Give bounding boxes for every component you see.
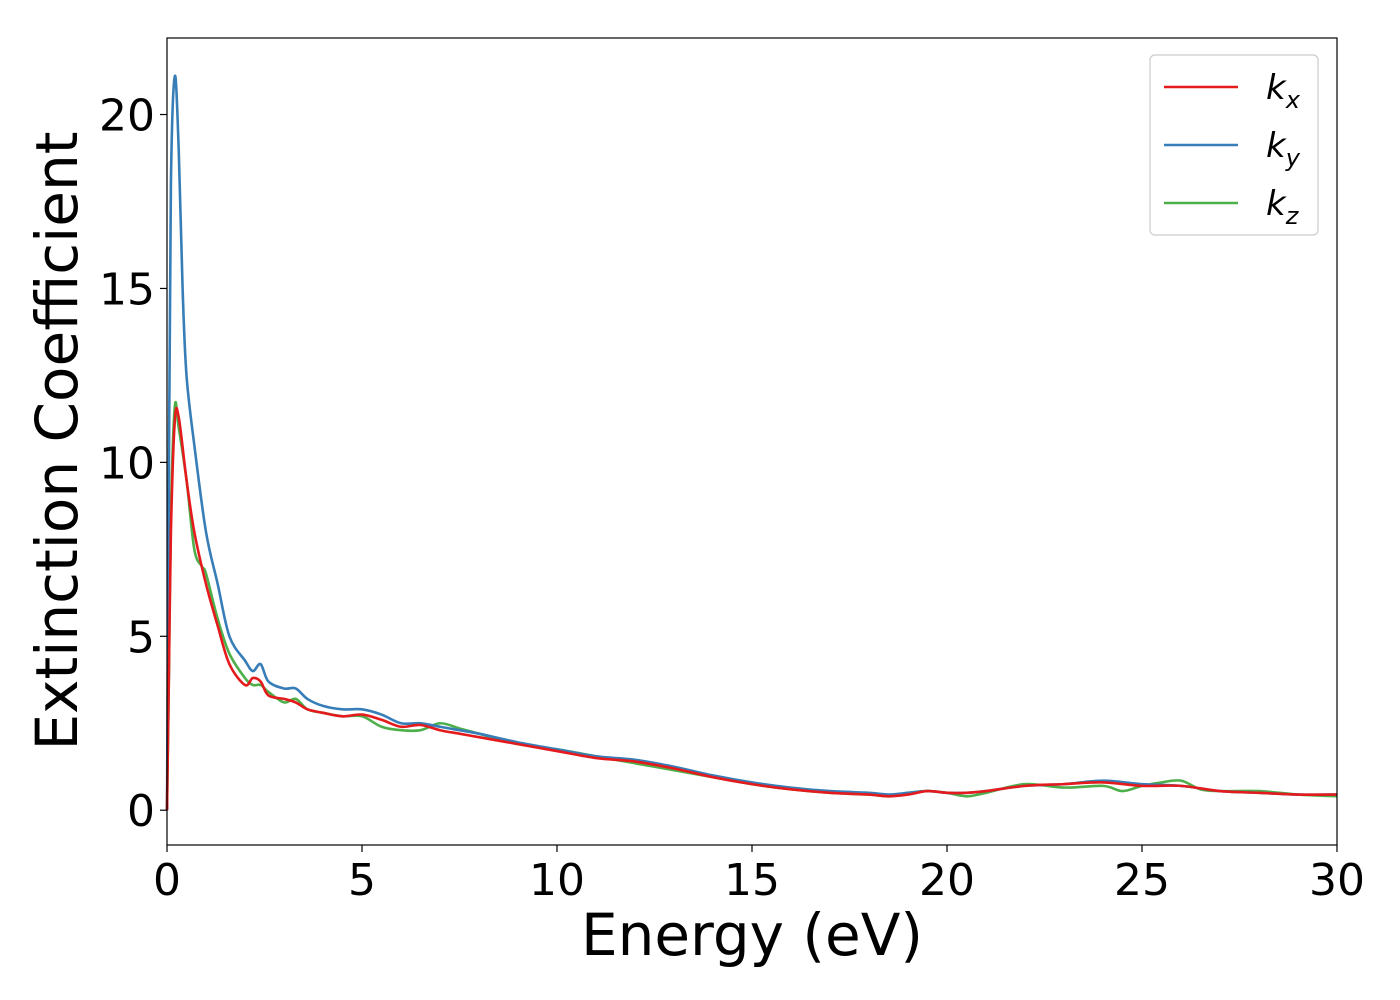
legend-label: kx (1266, 68, 1301, 114)
x-tick-label: 20 (919, 855, 975, 906)
x-tick-label: 30 (1309, 855, 1365, 906)
series-line-k-x (165, 406, 1338, 811)
legend-label: kz (1266, 184, 1300, 230)
x-tick-label: 25 (1114, 855, 1170, 906)
y-tick-label: 20 (99, 91, 155, 142)
series-layer (165, 74, 1338, 811)
y-tick-label: 10 (99, 438, 155, 489)
x-axis-title: Energy (eV) (581, 901, 923, 969)
y-tick-label: 0 (127, 786, 155, 837)
legend-label-main: k (1266, 184, 1287, 224)
x-tick-label: 15 (724, 855, 780, 906)
x-tick-label: 5 (348, 855, 376, 906)
legend-label-main: k (1266, 68, 1287, 108)
y-tick-label: 15 (99, 264, 155, 315)
legend-label-main: k (1266, 126, 1287, 166)
legend-label-sub: y (1285, 144, 1301, 172)
y-axis-ticks: 0 5 10 15 20 (99, 91, 167, 837)
y-tick-label: 5 (127, 612, 155, 663)
x-tick-label: 10 (529, 855, 585, 906)
x-axis-ticks: 0 5 10 15 20 25 30 (153, 845, 1365, 906)
x-tick-label: 0 (153, 855, 181, 906)
legend-label: ky (1266, 126, 1301, 172)
legend-label-sub: z (1285, 202, 1300, 230)
legend-label-sub: x (1285, 86, 1301, 114)
y-axis-title: Extinction Coefficient (23, 132, 91, 751)
